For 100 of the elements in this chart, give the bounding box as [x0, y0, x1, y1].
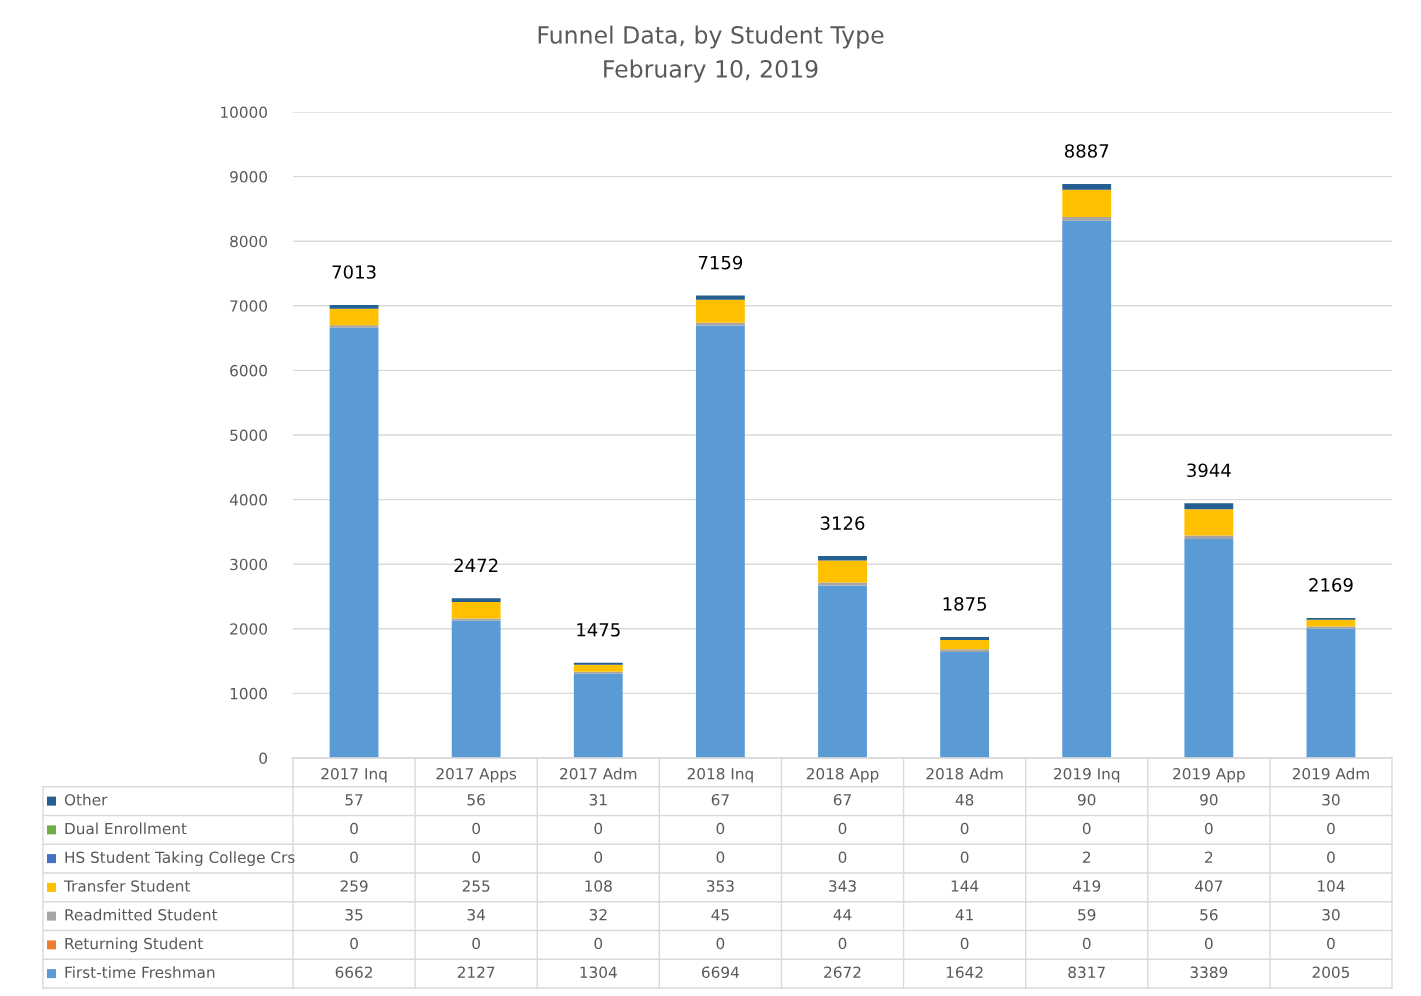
- bar: [940, 636, 990, 640]
- data-label: 45: [711, 909, 729, 921]
- bar: [1184, 539, 1234, 758]
- bar: [573, 671, 623, 674]
- data-label: 0: [960, 822, 969, 835]
- legend-label: Returning Student: [65, 937, 203, 953]
- data-label: 0: [838, 851, 847, 864]
- data-label: 0: [1082, 822, 1091, 835]
- y-tick-label: 9000: [230, 171, 267, 183]
- data-label: 0: [594, 822, 603, 835]
- bar: [451, 601, 501, 619]
- data-label: 44: [833, 909, 852, 921]
- x-tick-label: 2018 Inq: [687, 767, 753, 783]
- bar: [451, 598, 501, 602]
- data-label: 2127: [457, 966, 495, 978]
- bar: [573, 662, 623, 665]
- data-label: 90: [1200, 794, 1218, 806]
- bar: [695, 299, 745, 323]
- data-label: 6694: [702, 966, 739, 979]
- bar: [451, 618, 501, 621]
- data-label: 3389: [1190, 966, 1228, 979]
- bar: [329, 304, 379, 309]
- bar: [329, 325, 379, 328]
- data-label: 407: [1195, 880, 1223, 892]
- data-label: 0: [1204, 937, 1213, 950]
- data-label: 0: [960, 851, 969, 864]
- legend-label: Other: [64, 793, 108, 806]
- bar: [329, 327, 379, 758]
- data-label: 1642: [946, 966, 983, 979]
- data-label: 1304: [580, 966, 617, 979]
- data-label: 2005: [1312, 966, 1350, 979]
- y-tick-label: 1000: [230, 687, 267, 700]
- y-tick-label: 6000: [230, 364, 267, 377]
- bar: [940, 651, 990, 758]
- y-tick-label: 8000: [230, 235, 267, 248]
- total-label: 2472: [454, 558, 498, 572]
- total-label: 2169: [1309, 578, 1353, 592]
- bar: [1184, 509, 1234, 536]
- legend-label: Readmitted Student: [65, 908, 218, 921]
- data-label: 0: [1204, 822, 1213, 835]
- x-tick-label: 2018 App: [806, 767, 879, 783]
- data-label: 108: [585, 880, 612, 892]
- data-label: 2: [1082, 851, 1091, 863]
- total-label: 7013: [332, 265, 376, 279]
- data-label: 30: [1322, 794, 1340, 806]
- data-label: 34: [467, 909, 486, 921]
- data-label: 56: [467, 794, 485, 806]
- y-tick-label: 0: [259, 752, 267, 765]
- data-label: 30: [1322, 909, 1340, 921]
- x-tick-label: 2019 App: [1173, 767, 1245, 783]
- data-label: 0: [350, 822, 358, 835]
- bar: [818, 585, 867, 758]
- data-label: 0: [594, 851, 603, 864]
- data-label: 104: [1318, 880, 1345, 892]
- data-label: 2672: [824, 966, 861, 979]
- data-label: 0: [594, 937, 603, 950]
- data-label: 8317: [1068, 966, 1105, 979]
- total-label: 1475: [577, 623, 620, 637]
- x-tick-label: 2017 Adm: [560, 767, 637, 780]
- data-label: 48: [955, 794, 974, 806]
- bar: [1062, 183, 1112, 190]
- y-tick-label: 5000: [230, 429, 267, 442]
- data-label: 353: [706, 880, 734, 892]
- data-label: 259: [340, 880, 368, 892]
- bar: [573, 664, 623, 672]
- bar: [695, 322, 745, 326]
- chart-title: Funnel Data, by Student Type: [538, 25, 884, 49]
- data-label: 144: [951, 880, 979, 892]
- data-label: 59: [1078, 909, 1096, 921]
- y-tick-label: 3000: [230, 558, 267, 571]
- x-tick-label: 2018 Adm: [926, 767, 1003, 780]
- data-label: 0: [1082, 937, 1091, 950]
- x-tick-label: 2019 Adm: [1292, 767, 1369, 780]
- data-label: 343: [829, 880, 856, 892]
- data-label: 35: [345, 909, 363, 921]
- chart-subtitle: February 10, 2019: [604, 59, 818, 83]
- bar: [695, 295, 745, 300]
- data-label: 0: [838, 822, 847, 835]
- bar: [940, 649, 990, 652]
- legend-label: HS Student Taking College Crs: [65, 851, 295, 867]
- data-label: 0: [350, 851, 358, 864]
- data-label: 67: [711, 794, 729, 806]
- total-label: 8887: [1064, 144, 1109, 158]
- legend-label: Transfer Student: [63, 879, 191, 892]
- data-label: 0: [1327, 851, 1335, 864]
- y-tick-label: 2000: [230, 623, 267, 635]
- x-tick-label: 2019 Inq: [1054, 767, 1120, 783]
- bar: [1184, 503, 1234, 510]
- bar: [1306, 619, 1356, 627]
- bar: [573, 673, 623, 758]
- data-label: 6662: [335, 966, 372, 979]
- y-tick-label: 4000: [229, 494, 267, 506]
- data-label: 41: [955, 909, 973, 921]
- data-label: 255: [462, 880, 490, 892]
- data-label: 0: [1327, 822, 1335, 835]
- bar: [451, 620, 501, 758]
- data-label: 0: [472, 937, 481, 950]
- bar: [1306, 628, 1356, 758]
- data-label: 57: [345, 794, 363, 806]
- data-label: 67: [833, 794, 851, 806]
